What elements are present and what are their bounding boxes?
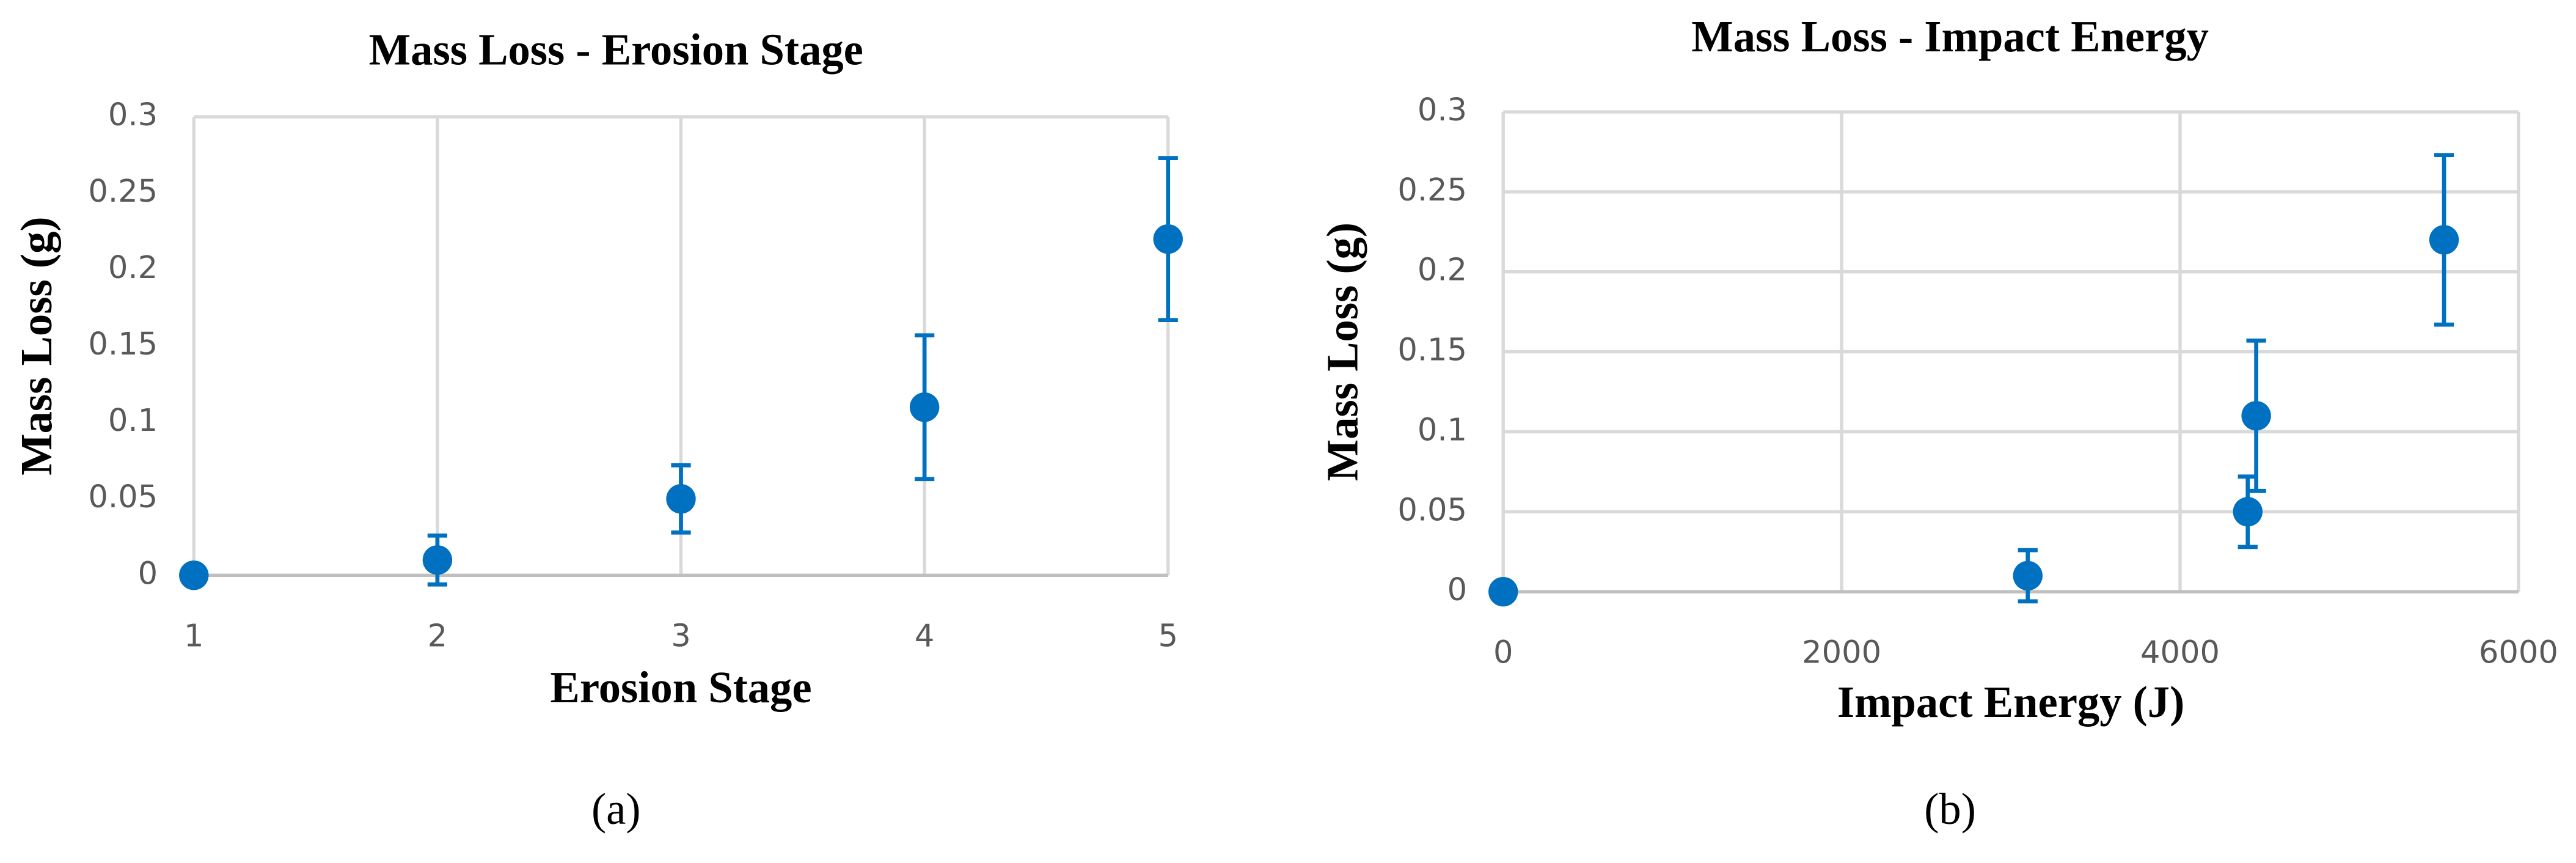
x-tick-label: 4 bbox=[915, 618, 935, 654]
data-point bbox=[179, 560, 209, 590]
caption: (a) bbox=[591, 784, 641, 834]
x-tick-label: 4000 bbox=[2140, 634, 2220, 670]
y-tick-label: 0 bbox=[138, 556, 158, 592]
data-point bbox=[1488, 576, 1518, 607]
y-tick-label: 0.25 bbox=[88, 174, 158, 210]
data-point bbox=[422, 545, 453, 575]
y-tick-label: 0.2 bbox=[1418, 252, 1467, 288]
chart-title: Mass Loss - Erosion Stage bbox=[369, 25, 863, 75]
x-tick-label: 1 bbox=[184, 618, 204, 654]
y-tick-label: 0.15 bbox=[1397, 332, 1467, 369]
x-tick-label: 3 bbox=[671, 618, 691, 654]
data-point bbox=[666, 484, 696, 514]
x-tick-label: 2000 bbox=[1802, 634, 1881, 670]
y-tick-label: 0 bbox=[1447, 572, 1467, 608]
y-tick-label: 0.3 bbox=[1418, 92, 1467, 128]
y-tick-label: 0.05 bbox=[1397, 492, 1467, 528]
data-point bbox=[2233, 497, 2263, 527]
x-tick-label: 6000 bbox=[2479, 634, 2558, 670]
chart-title: Mass Loss - Impact Energy bbox=[1691, 12, 2209, 61]
data-point bbox=[2013, 560, 2043, 591]
y-axis-label: Mass Loss (g) bbox=[12, 216, 61, 475]
y-tick-label: 0.05 bbox=[88, 479, 158, 515]
x-tick-label: 5 bbox=[1158, 618, 1178, 654]
x-axis-label: Erosion Stage bbox=[550, 663, 811, 712]
x-tick-label: 0 bbox=[1493, 634, 1513, 670]
y-axis-label: Mass Loss (g) bbox=[1317, 222, 1367, 481]
chart-panel: 0 0.05 0.1 0.15 0.2 0.25 0.3 0 2000 4000 6000 Mass … bbox=[1317, 12, 2558, 834]
y-tick-label: 0.1 bbox=[108, 403, 158, 439]
data-point bbox=[2241, 401, 2271, 431]
y-tick-label: 0.15 bbox=[88, 326, 158, 362]
x-tick-label: 2 bbox=[428, 618, 448, 654]
x-axis-label: Impact Energy (J) bbox=[1837, 677, 2184, 727]
y-tick-label: 0.2 bbox=[108, 250, 158, 286]
data-point bbox=[2429, 225, 2459, 255]
chart-panel: 0 0.05 0.1 0.15 0.2 0.25 0.3 1 2 3 4 5 Mass Loss - E… bbox=[12, 25, 1183, 834]
y-tick-label: 0.25 bbox=[1397, 172, 1467, 208]
y-tick-label: 0.3 bbox=[108, 97, 158, 133]
y-tick-label: 0.1 bbox=[1418, 412, 1467, 448]
data-point bbox=[1153, 224, 1183, 254]
caption: (b) bbox=[1924, 784, 1976, 834]
data-point bbox=[909, 392, 940, 422]
